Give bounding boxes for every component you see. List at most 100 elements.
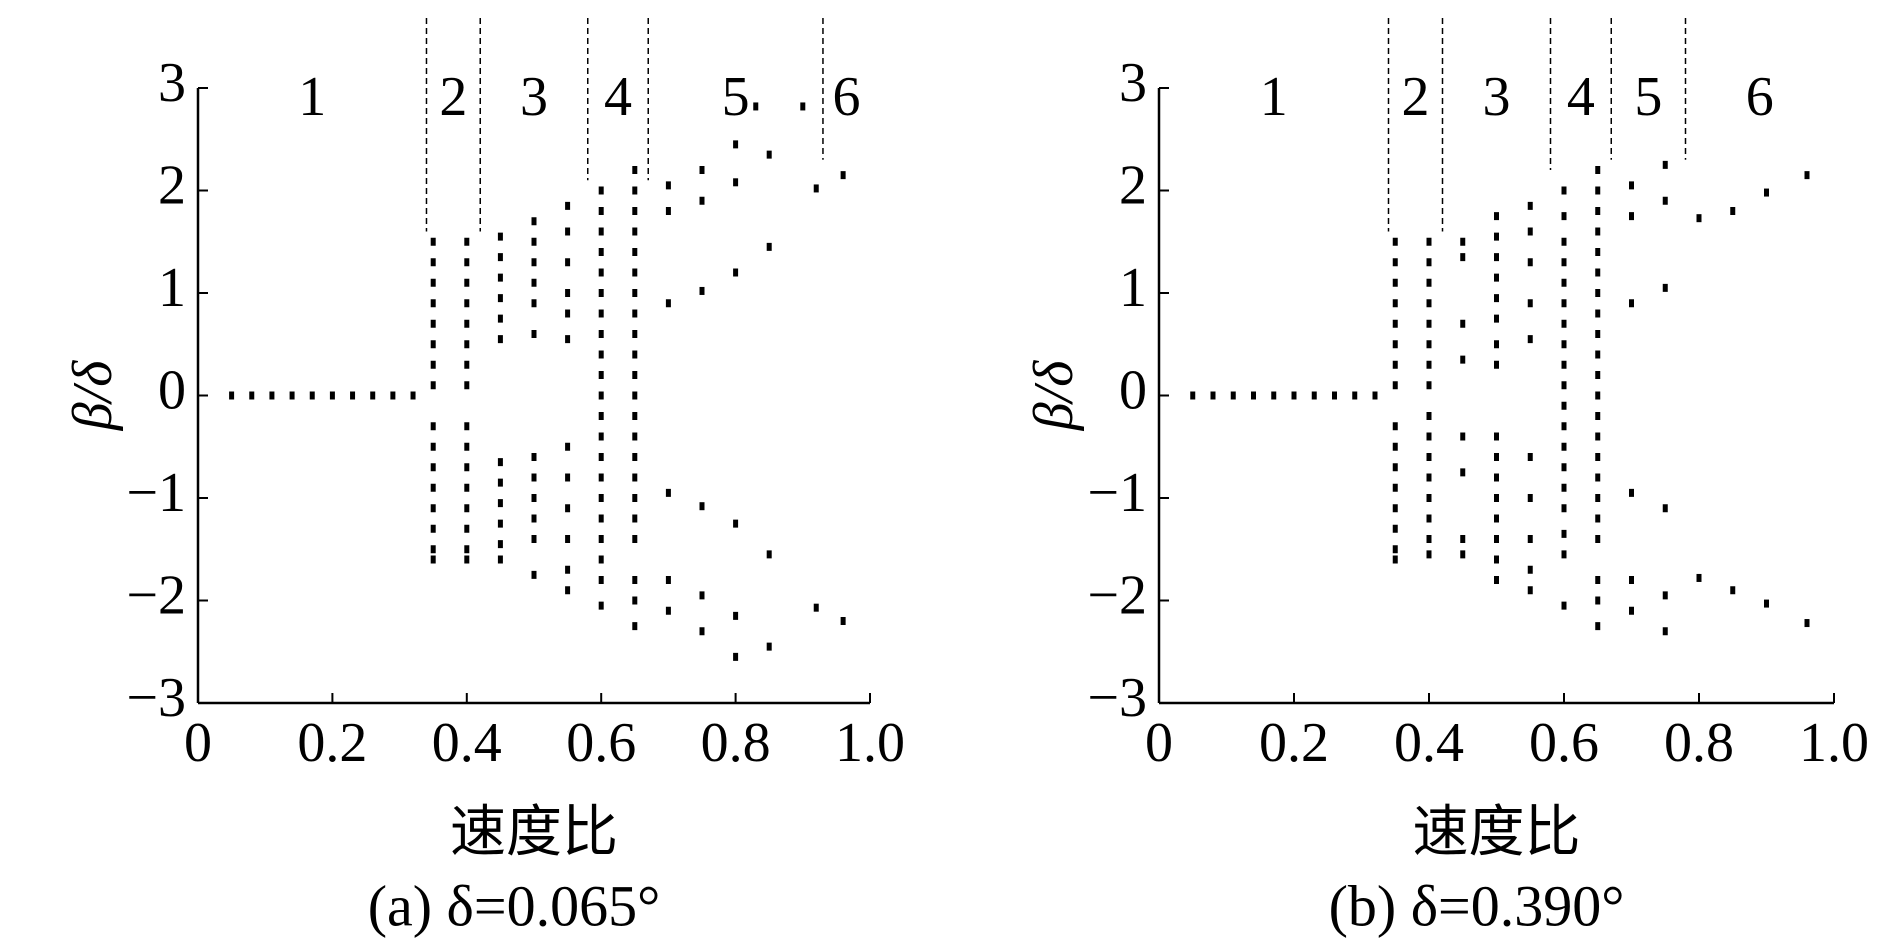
point — [430, 504, 436, 513]
point — [733, 178, 739, 187]
point — [464, 555, 470, 564]
point — [565, 586, 571, 595]
point — [1595, 514, 1601, 523]
point — [497, 273, 503, 282]
point — [1190, 391, 1196, 400]
x-tick-label: 0.2 — [297, 712, 367, 774]
point — [565, 535, 571, 543]
y-tick-label: −3 — [126, 667, 186, 729]
point — [430, 381, 436, 390]
point — [1392, 545, 1398, 554]
chart-title: (a) δ=0.065° — [368, 873, 661, 938]
point — [1392, 237, 1398, 246]
point — [531, 217, 537, 226]
x-tick-label: 0.4 — [1394, 712, 1464, 774]
point — [464, 422, 470, 431]
point — [1527, 335, 1533, 344]
point — [598, 227, 604, 236]
point — [1595, 330, 1601, 338]
point — [1595, 186, 1601, 195]
point — [1392, 422, 1398, 431]
point — [430, 278, 436, 287]
point — [531, 570, 537, 579]
x-tick-label: 0.2 — [1259, 712, 1329, 774]
point — [1494, 432, 1499, 441]
point — [813, 184, 819, 193]
point — [269, 391, 275, 400]
point — [598, 309, 604, 318]
point — [464, 504, 470, 513]
point — [350, 391, 356, 400]
x-tick-label: 1.0 — [835, 712, 905, 774]
point — [249, 391, 255, 400]
point — [1764, 188, 1769, 197]
point — [632, 412, 638, 420]
point — [1730, 586, 1736, 595]
point — [1392, 442, 1398, 451]
point — [632, 186, 638, 195]
region-label: 2 — [439, 66, 467, 128]
y-tick-label: −2 — [1087, 564, 1147, 626]
point — [1392, 278, 1398, 287]
point — [497, 335, 503, 344]
point — [1460, 253, 1466, 262]
point — [565, 309, 571, 318]
point — [430, 483, 436, 492]
point — [1595, 391, 1601, 400]
point — [1595, 453, 1601, 461]
region-label: 3 — [1483, 66, 1511, 128]
point — [464, 299, 470, 308]
x-tick-label: 0.6 — [566, 712, 636, 774]
point — [1426, 550, 1432, 559]
point — [1527, 565, 1533, 574]
point — [1460, 319, 1466, 328]
point — [1561, 319, 1567, 328]
point — [665, 488, 671, 497]
point — [1426, 535, 1432, 543]
point — [598, 330, 604, 338]
point — [1561, 186, 1567, 195]
point — [464, 463, 470, 472]
point — [1561, 601, 1567, 610]
point — [598, 186, 604, 195]
point — [565, 565, 571, 574]
y-tick-label: −3 — [1087, 667, 1147, 729]
point — [430, 555, 436, 564]
point — [1392, 483, 1398, 492]
point — [497, 499, 503, 508]
point — [1629, 212, 1634, 221]
point — [565, 227, 571, 236]
point — [598, 514, 604, 523]
point — [1494, 340, 1499, 349]
point — [598, 601, 604, 610]
point — [753, 102, 759, 111]
point — [1392, 340, 1398, 349]
point — [632, 330, 638, 338]
point — [531, 535, 537, 543]
point — [1527, 535, 1533, 543]
point — [598, 391, 604, 400]
point — [1372, 391, 1378, 400]
point — [1426, 412, 1432, 420]
point — [1561, 381, 1567, 390]
point — [1494, 555, 1499, 564]
point — [1696, 573, 1702, 582]
point — [464, 319, 470, 328]
point — [1426, 360, 1432, 369]
point — [1527, 494, 1533, 502]
point — [1494, 273, 1499, 282]
point — [289, 391, 295, 400]
point — [1595, 494, 1601, 502]
point — [497, 519, 503, 528]
x-tick-label: 0.6 — [1529, 712, 1599, 774]
point — [1595, 412, 1601, 420]
x-axis-label: 速度比 — [450, 802, 618, 864]
point — [1595, 248, 1601, 256]
point — [1662, 627, 1668, 636]
point — [1804, 171, 1810, 180]
region-label: 4 — [604, 66, 632, 128]
point — [1527, 258, 1533, 267]
point — [1494, 294, 1499, 303]
point — [1662, 196, 1668, 205]
